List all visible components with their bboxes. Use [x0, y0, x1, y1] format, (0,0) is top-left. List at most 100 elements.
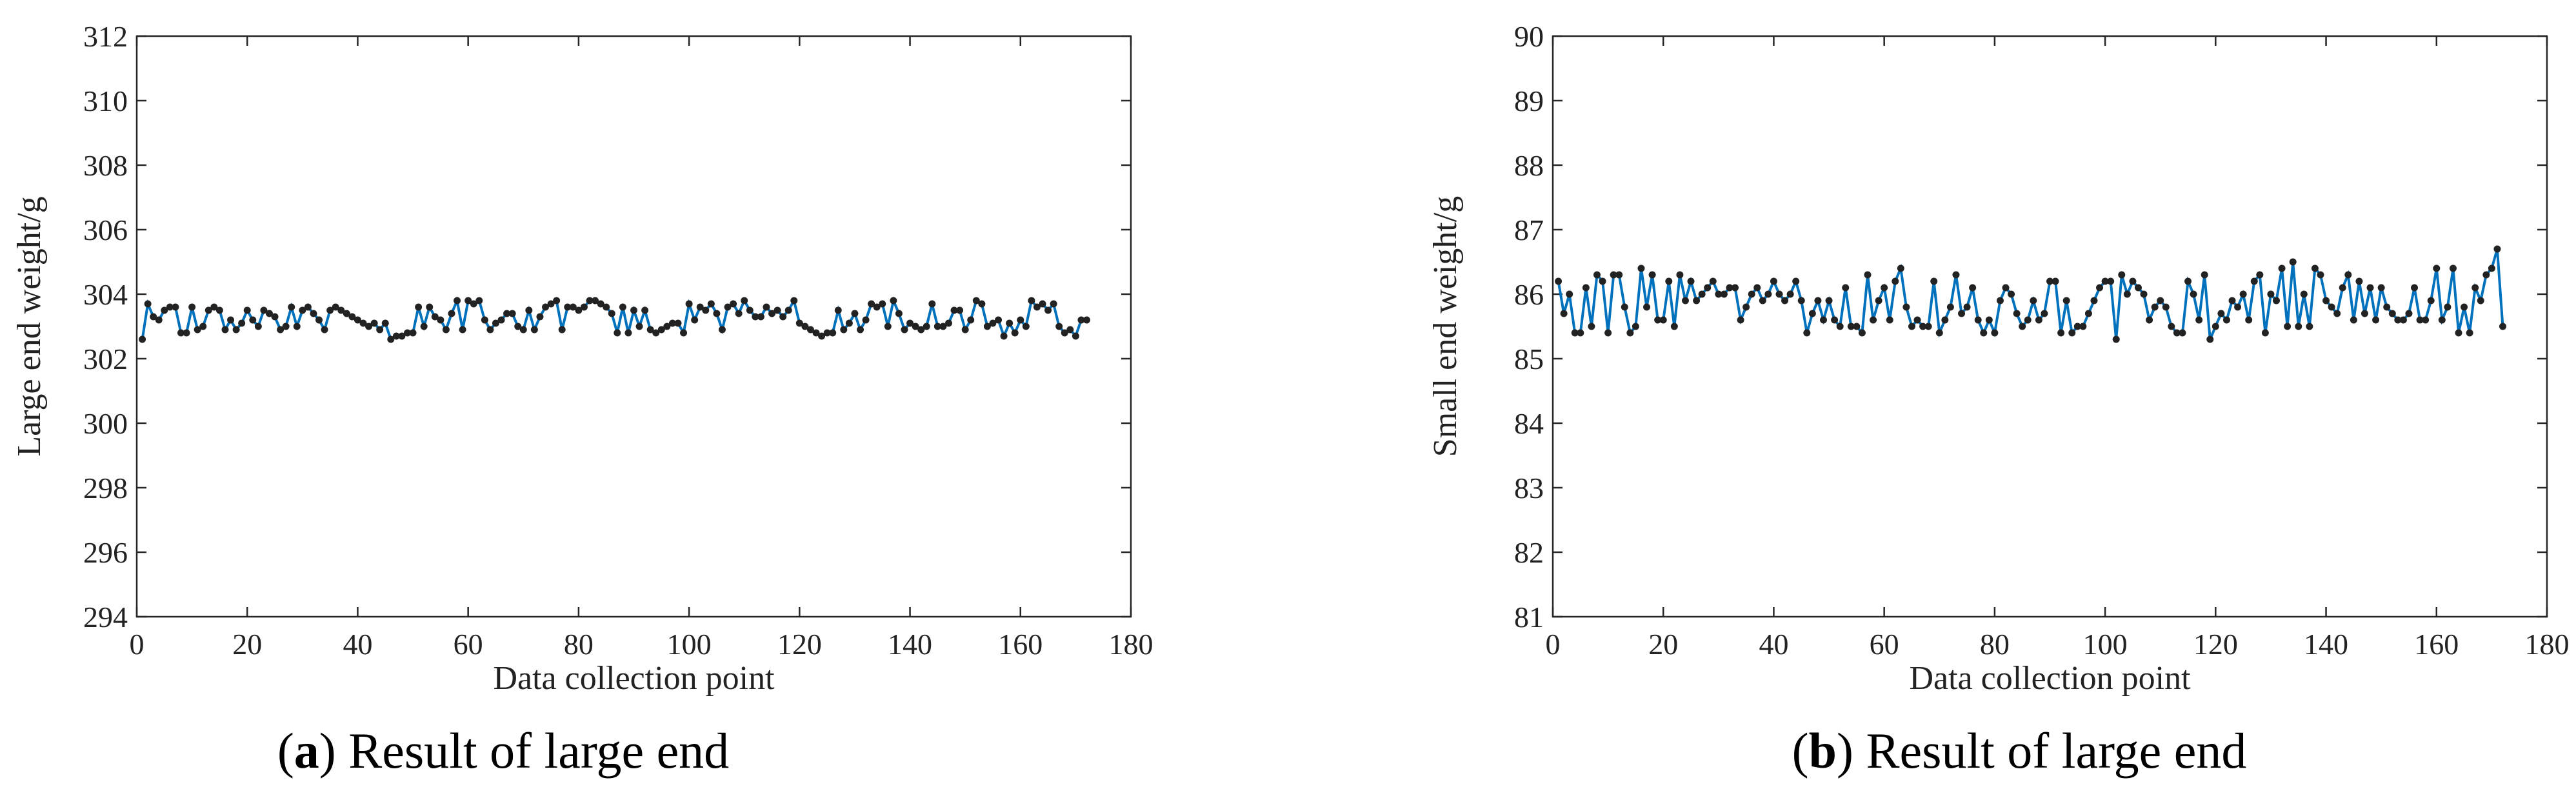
- data-point: [967, 316, 975, 324]
- data-point: [2173, 329, 2181, 337]
- caption-part: a: [294, 723, 319, 779]
- data-point: [646, 326, 654, 334]
- y-tick-label: 87: [1514, 214, 1544, 246]
- plot-area: [1552, 35, 2548, 618]
- caption-part: ) Result of large end: [319, 723, 729, 779]
- data-point: [923, 323, 930, 330]
- data-point: [806, 326, 814, 334]
- data-point: [2317, 271, 2324, 279]
- data-point: [1044, 306, 1052, 314]
- data-point: [1072, 332, 1079, 340]
- data-point: [2096, 284, 2104, 292]
- data-point: [265, 310, 273, 317]
- data-point: [387, 335, 395, 343]
- data-point: [376, 326, 384, 334]
- data-point: [150, 313, 157, 321]
- data-point: [508, 310, 516, 317]
- data-point: [1958, 310, 1966, 317]
- data-point: [2311, 264, 2319, 272]
- data-point: [608, 310, 615, 317]
- data-point: [1974, 316, 1982, 324]
- data-point: [641, 306, 649, 314]
- data-point: [1659, 316, 1667, 324]
- data-point: [2190, 290, 2197, 298]
- caption-part: (: [1792, 723, 1809, 779]
- data-point: [172, 303, 179, 311]
- data-point: [2350, 316, 2357, 324]
- data-point: [1814, 297, 1822, 304]
- data-point: [1881, 284, 1888, 292]
- x-axis-label: Data collection point: [493, 660, 775, 697]
- data-point: [492, 319, 499, 327]
- x-tick-label: 120: [2193, 628, 2238, 661]
- data-point: [978, 300, 986, 308]
- data-point: [2239, 290, 2247, 298]
- data-point: [1599, 277, 1606, 285]
- data-point: [840, 326, 848, 334]
- data-point: [2035, 316, 2042, 324]
- data-point: [1039, 300, 1046, 308]
- data-point: [1847, 323, 1855, 330]
- data-point: [437, 316, 444, 324]
- data-point: [696, 303, 704, 311]
- data-point: [1077, 316, 1085, 324]
- data-point: [2052, 277, 2059, 285]
- x-tick-label: 180: [2525, 628, 2570, 661]
- data-point: [1732, 284, 1739, 292]
- data-point: [2222, 316, 2230, 324]
- data-point: [2366, 284, 2374, 292]
- data-point: [2477, 297, 2484, 304]
- y-tick-label: 298: [83, 472, 128, 504]
- data-point: [254, 323, 262, 330]
- data-point: [2046, 277, 2053, 285]
- data-point: [2306, 323, 2313, 330]
- data-point: [1919, 323, 1927, 330]
- data-point: [724, 303, 732, 311]
- data-point: [818, 332, 826, 340]
- data-point: [674, 319, 682, 327]
- data-point: [1033, 303, 1041, 311]
- data-point: [2195, 316, 2203, 324]
- caption-part: b: [1809, 723, 1837, 779]
- data-point: [995, 316, 1003, 324]
- y-tick-label: 304: [83, 278, 128, 311]
- data-point: [1643, 303, 1651, 311]
- data-point: [2394, 316, 2402, 324]
- data-point: [1864, 271, 1872, 279]
- data-point: [2212, 323, 2219, 330]
- data-point: [1853, 323, 1861, 330]
- y-tick-label: 82: [1514, 536, 1544, 569]
- data-point: [2461, 303, 2468, 311]
- data-point: [862, 316, 870, 324]
- data-point: [166, 303, 174, 311]
- data-point: [1991, 329, 1999, 337]
- data-point: [2134, 284, 2142, 292]
- data-point: [332, 303, 339, 311]
- y-tick-label: 306: [83, 214, 128, 246]
- data-point: [1061, 329, 1068, 337]
- data-point: [2482, 271, 2490, 279]
- x-tick-label: 140: [888, 628, 932, 661]
- data-point: [901, 326, 908, 334]
- data-point: [2162, 303, 2170, 311]
- data-point: [431, 313, 439, 321]
- data-point: [1748, 290, 1755, 298]
- data-point: [2090, 297, 2098, 304]
- data-point: [2079, 323, 2087, 330]
- data-point: [1985, 316, 1993, 324]
- data-point: [2455, 329, 2462, 337]
- data-point: [1571, 329, 1579, 337]
- data-point: [829, 329, 837, 337]
- data-point: [1017, 316, 1024, 324]
- data-point: [2002, 284, 2010, 292]
- data-point: [354, 316, 361, 324]
- data-point: [282, 323, 290, 330]
- data-point: [2488, 264, 2495, 272]
- data-point: [503, 310, 511, 317]
- data-point: [691, 316, 699, 324]
- data-point: [2372, 316, 2380, 324]
- data-point: [459, 326, 466, 334]
- data-point: [1028, 297, 1035, 304]
- y-axis-label: Large end weight/g: [11, 196, 48, 456]
- data-point: [1819, 316, 1827, 324]
